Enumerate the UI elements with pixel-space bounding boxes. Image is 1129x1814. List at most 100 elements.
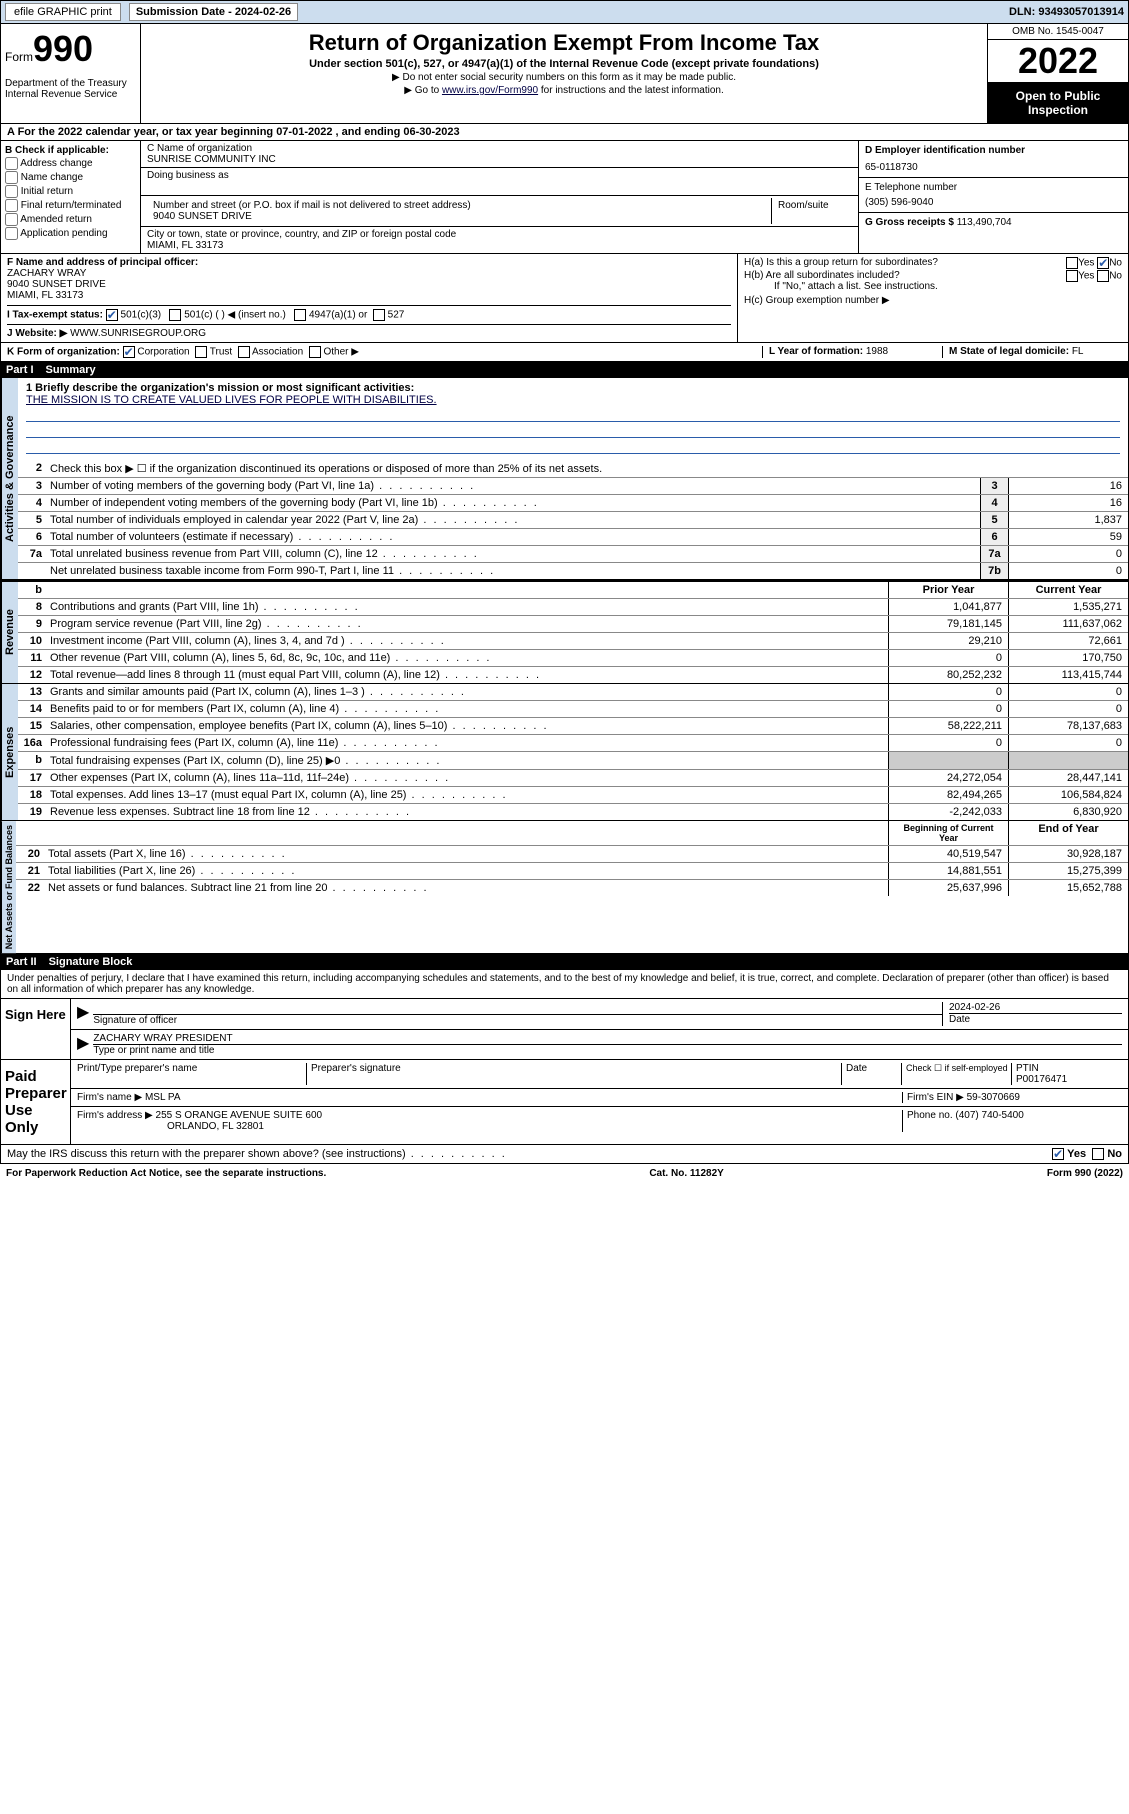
table-row: 6Total number of volunteers (estimate if… bbox=[18, 529, 1128, 546]
year-formation: 1988 bbox=[866, 346, 888, 357]
table-row: 4Number of independent voting members of… bbox=[18, 495, 1128, 512]
chk-501c3[interactable] bbox=[106, 309, 118, 321]
phone: (305) 596-9040 bbox=[865, 197, 1122, 208]
arrow-icon: ▶ bbox=[77, 1002, 93, 1026]
box-hb-note: If "No," attach a list. See instructions… bbox=[774, 281, 1122, 292]
form-subtitle: Under section 501(c), 527, or 4947(a)(1)… bbox=[151, 58, 977, 70]
col-end: End of Year bbox=[1008, 821, 1128, 845]
street-address: 9040 SUNSET DRIVE bbox=[153, 211, 765, 222]
box-hb: H(b) Are all subordinates included? Yes … bbox=[744, 270, 1122, 281]
chk-trust[interactable] bbox=[195, 346, 207, 358]
ptin: P00176471 bbox=[1016, 1074, 1067, 1085]
box-d: D Employer identification number 65-0118… bbox=[859, 141, 1128, 178]
box-c: C Name of organization SUNRISE COMMUNITY… bbox=[141, 141, 858, 253]
chk-assoc[interactable] bbox=[238, 346, 250, 358]
footer-right: Form 990 (2022) bbox=[1047, 1168, 1123, 1179]
omb-number: OMB No. 1545-0047 bbox=[988, 24, 1128, 40]
form-note1: ▶ Do not enter social security numbers o… bbox=[151, 72, 977, 83]
box-b: B Check if applicable: Address change Na… bbox=[1, 141, 141, 253]
dba-label: Doing business as bbox=[147, 170, 852, 181]
form-word: Form bbox=[5, 50, 33, 64]
prep-date-label: Date bbox=[842, 1063, 902, 1085]
table-row: 16aProfessional fundraising fees (Part I… bbox=[18, 735, 1128, 752]
chk-527[interactable] bbox=[373, 309, 385, 321]
topbar: efile GRAPHIC print Submission Date - 20… bbox=[0, 0, 1129, 24]
dln: DLN: 93493057013914 bbox=[1009, 6, 1124, 18]
table-row: 15Salaries, other compensation, employee… bbox=[18, 718, 1128, 735]
table-row: 5Total number of individuals employed in… bbox=[18, 512, 1128, 529]
chk-hb-no[interactable] bbox=[1097, 270, 1109, 282]
table-row: 3Number of voting members of the governi… bbox=[18, 478, 1128, 495]
firm-addr: 255 S ORANGE AVENUE SUITE 600 bbox=[156, 1110, 323, 1121]
line-a: A For the 2022 calendar year, or tax yea… bbox=[0, 124, 1129, 141]
table-row: 11Other revenue (Part VIII, column (A), … bbox=[18, 650, 1128, 667]
ein: 65-0118730 bbox=[865, 162, 1122, 173]
chk-other[interactable] bbox=[309, 346, 321, 358]
chk-final-return[interactable]: Final return/terminated bbox=[5, 199, 136, 212]
chk-ha-yes[interactable] bbox=[1066, 257, 1078, 269]
irs-link[interactable]: www.irs.gov/Form990 bbox=[442, 85, 538, 96]
officer-name: ZACHARY WRAY bbox=[7, 268, 731, 279]
addr-label: Number and street (or P.O. box if mail i… bbox=[153, 200, 765, 211]
firm-ein: 59-3070669 bbox=[967, 1092, 1020, 1103]
table-row: 13Grants and similar amounts paid (Part … bbox=[18, 684, 1128, 701]
chk-application-pending[interactable]: Application pending bbox=[5, 227, 136, 240]
firm-name: MSL PA bbox=[145, 1092, 181, 1103]
sign-here-label: Sign Here bbox=[1, 999, 71, 1059]
discuss-row: May the IRS discuss this return with the… bbox=[0, 1145, 1129, 1164]
footer-left: For Paperwork Reduction Act Notice, see … bbox=[6, 1168, 326, 1179]
submission-date: Submission Date - 2024-02-26 bbox=[129, 3, 298, 21]
chk-name-change[interactable]: Name change bbox=[5, 171, 136, 184]
table-row: 18Total expenses. Add lines 13–17 (must … bbox=[18, 787, 1128, 804]
chk-address-change[interactable]: Address change bbox=[5, 157, 136, 170]
line-j-label: J Website: ▶ bbox=[7, 328, 67, 339]
tab-governance: Activities & Governance bbox=[1, 378, 18, 579]
tab-net-assets: Net Assets or Fund Balances bbox=[1, 821, 16, 953]
col-beginning: Beginning of Current Year bbox=[888, 821, 1008, 845]
part1-header: Part I Summary bbox=[0, 362, 1129, 378]
line-i-label: I Tax-exempt status: bbox=[7, 310, 103, 321]
chk-amended[interactable]: Amended return bbox=[5, 213, 136, 226]
efile-print-button[interactable]: efile GRAPHIC print bbox=[5, 3, 121, 21]
table-row: 14Benefits paid to or for members (Part … bbox=[18, 701, 1128, 718]
entity-block: B Check if applicable: Address change Na… bbox=[0, 141, 1129, 254]
section-governance: Activities & Governance 1 Briefly descri… bbox=[0, 378, 1129, 580]
org-name: SUNRISE COMMUNITY INC bbox=[147, 154, 852, 165]
dept-label: Department of the Treasury Internal Reve… bbox=[5, 78, 136, 100]
tab-revenue: Revenue bbox=[1, 582, 18, 683]
form-number: 990 bbox=[33, 28, 93, 69]
sig-officer-label: Signature of officer bbox=[93, 1015, 177, 1026]
chk-corp[interactable] bbox=[123, 346, 135, 358]
line-2: Check this box ▶ ☐ if the organization d… bbox=[46, 460, 1128, 477]
table-row: 9Program service revenue (Part VIII, lin… bbox=[18, 616, 1128, 633]
box-f-label: F Name and address of principal officer: bbox=[7, 257, 731, 268]
line-klm: K Form of organization: Corporation Trus… bbox=[0, 343, 1129, 362]
chk-discuss-yes[interactable] bbox=[1052, 1148, 1064, 1160]
table-row: 10Investment income (Part VIII, column (… bbox=[18, 633, 1128, 650]
chk-discuss-no[interactable] bbox=[1092, 1148, 1104, 1160]
section-expenses: Expenses 13Grants and similar amounts pa… bbox=[0, 684, 1129, 821]
firm-phone: (407) 740-5400 bbox=[955, 1110, 1023, 1121]
city-state-zip: MIAMI, FL 33173 bbox=[147, 240, 852, 251]
city-label: City or town, state or province, country… bbox=[147, 229, 852, 240]
table-row: 8Contributions and grants (Part VIII, li… bbox=[18, 599, 1128, 616]
table-row: bTotal fundraising expenses (Part IX, co… bbox=[18, 752, 1128, 770]
table-row: 19Revenue less expenses. Subtract line 1… bbox=[18, 804, 1128, 820]
cat-no: Cat. No. 11282Y bbox=[649, 1168, 723, 1179]
chk-ha-no[interactable] bbox=[1097, 257, 1109, 269]
officer-addr: 9040 SUNSET DRIVE bbox=[7, 279, 731, 290]
paid-preparer-label: Paid Preparer Use Only bbox=[1, 1060, 71, 1144]
chk-501c[interactable] bbox=[169, 309, 181, 321]
section-net-assets: Net Assets or Fund Balances Beginning of… bbox=[0, 821, 1129, 954]
col-prior: Prior Year bbox=[888, 582, 1008, 598]
prep-sig-label: Preparer's signature bbox=[307, 1063, 842, 1085]
officer-city: MIAMI, FL 33173 bbox=[7, 290, 731, 301]
chk-initial-return[interactable]: Initial return bbox=[5, 185, 136, 198]
sig-officer-name: ZACHARY WRAY PRESIDENT bbox=[93, 1033, 1122, 1045]
sig-date-label: Date bbox=[949, 1013, 1122, 1025]
tab-expenses: Expenses bbox=[1, 684, 18, 820]
chk-4947[interactable] bbox=[294, 309, 306, 321]
box-e: E Telephone number (305) 596-9040 bbox=[859, 178, 1128, 213]
chk-hb-yes[interactable] bbox=[1066, 270, 1078, 282]
form-header: Form990 Department of the Treasury Inter… bbox=[0, 24, 1129, 124]
